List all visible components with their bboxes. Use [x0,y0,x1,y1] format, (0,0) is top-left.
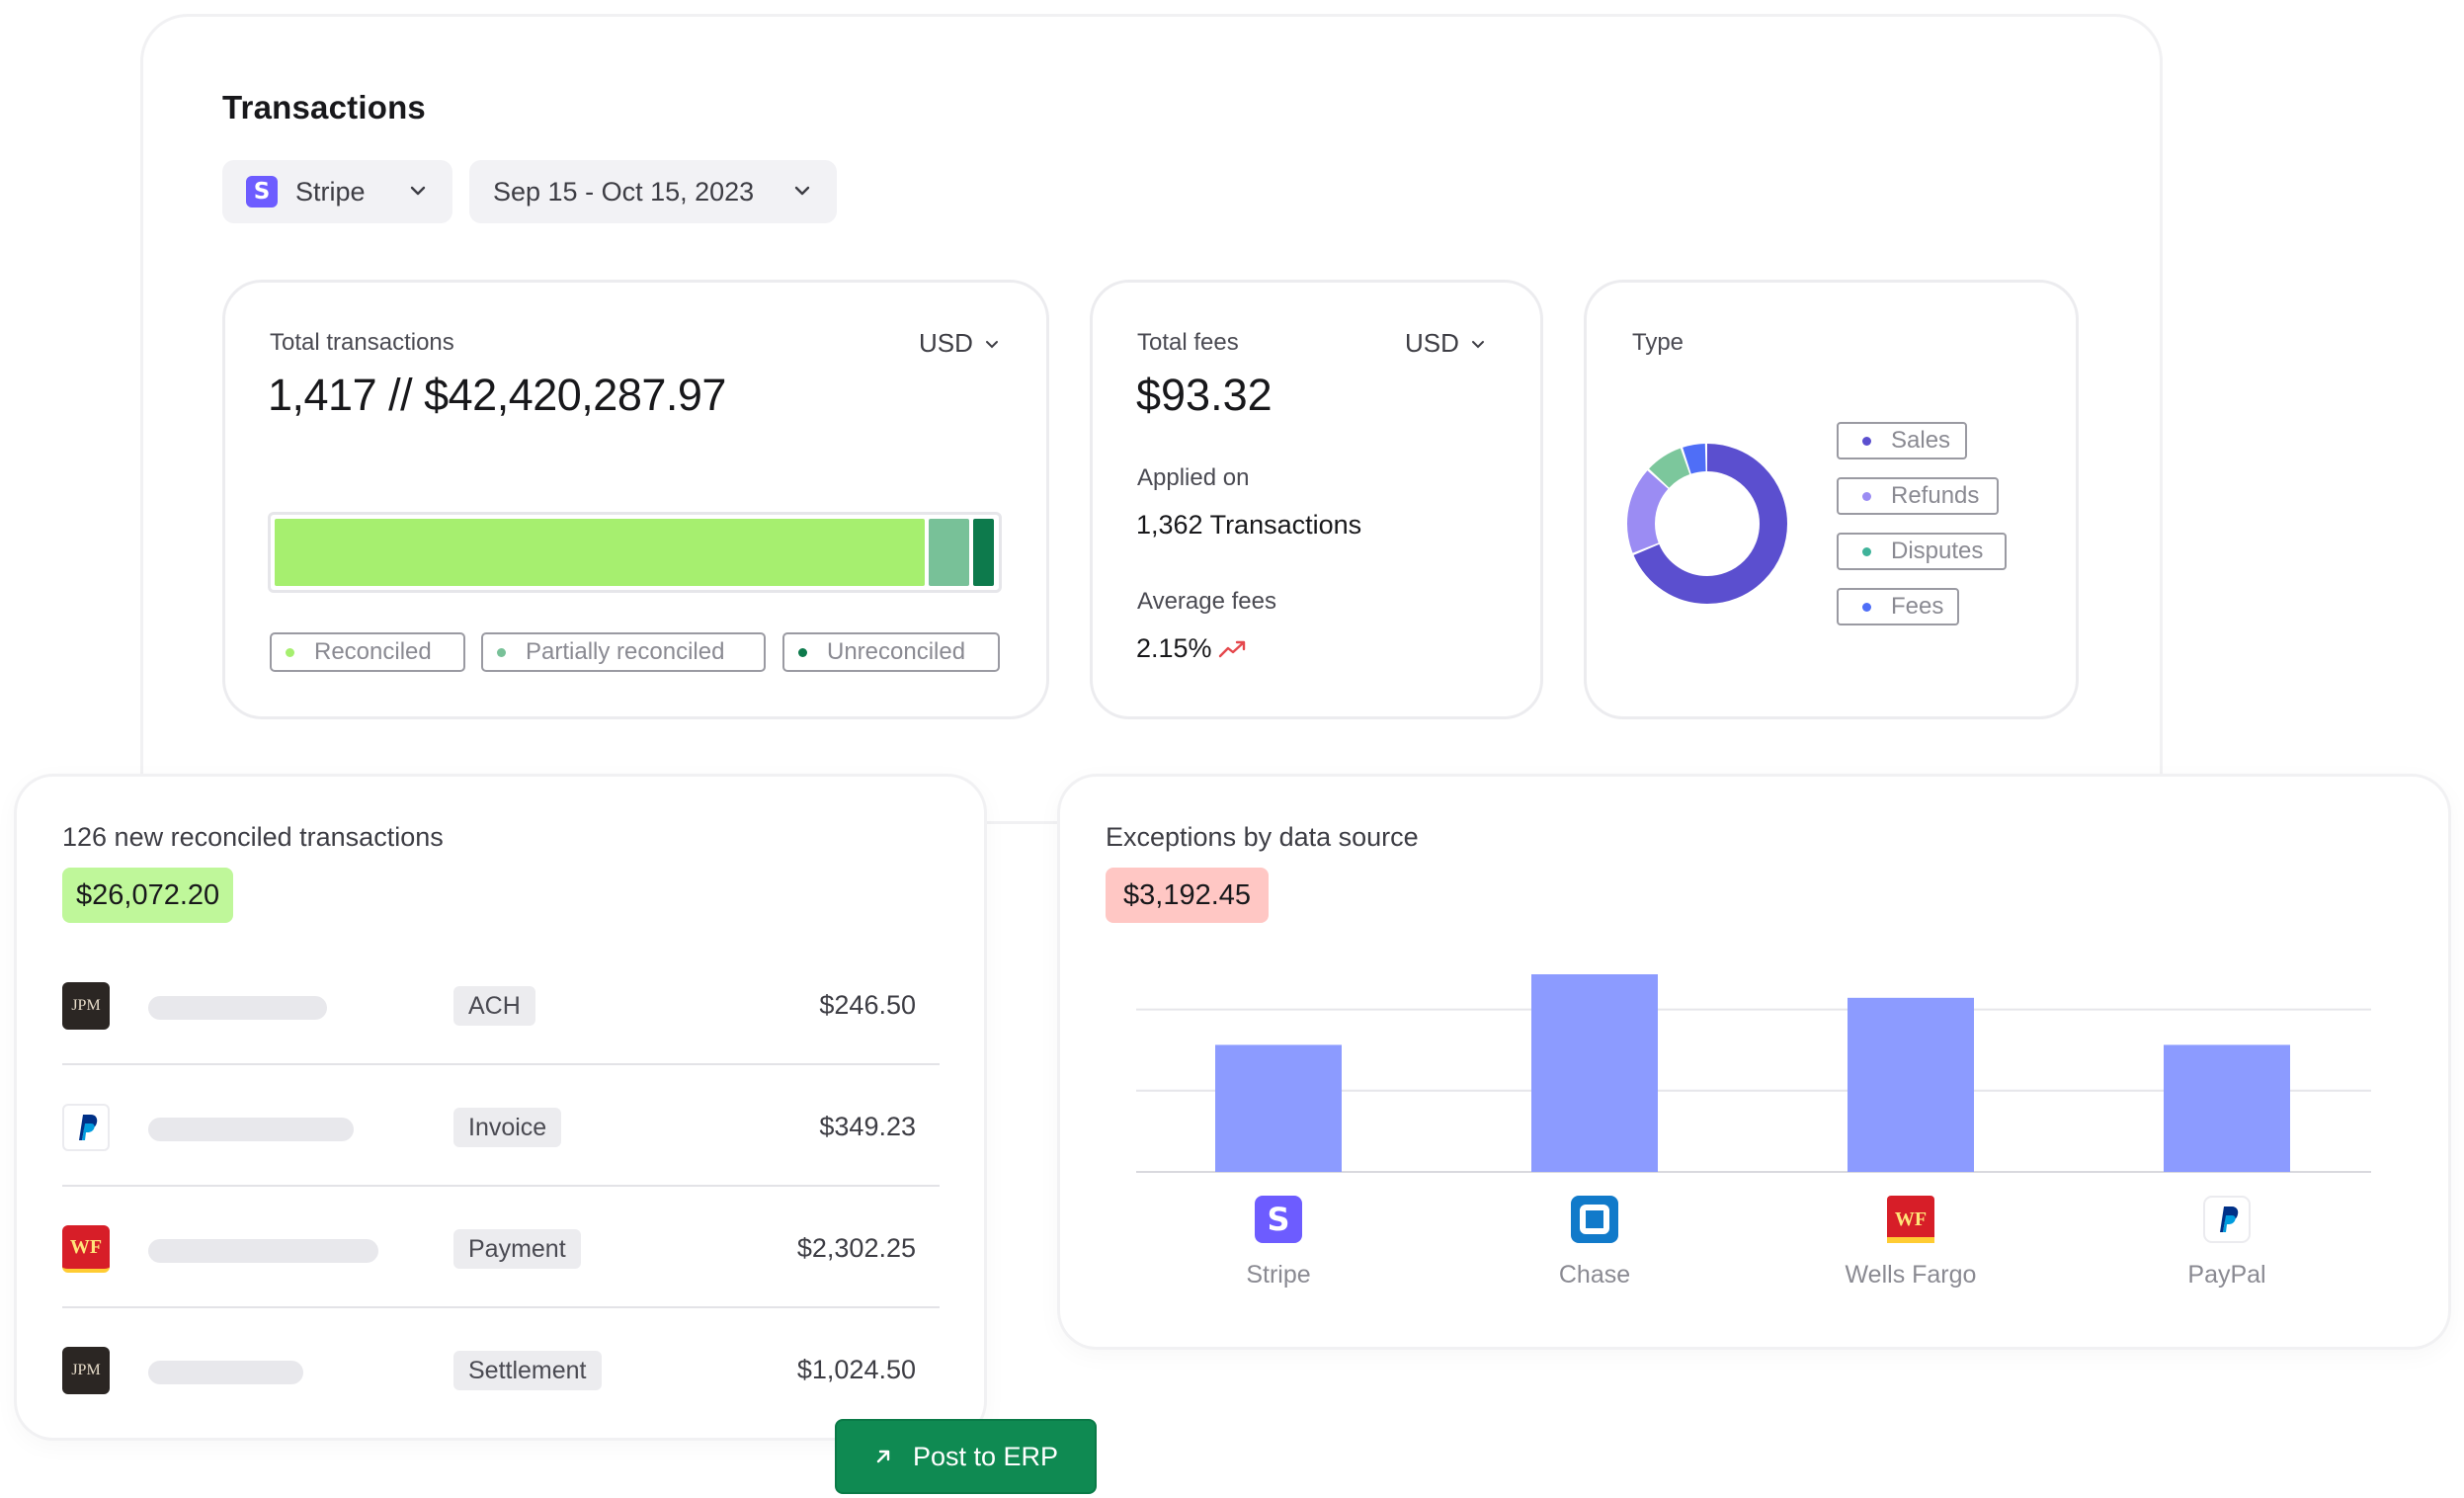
total-fees-card [1090,280,1543,719]
exceptions-amount-badge: $3,192.45 [1106,868,1270,923]
total-fees-value: $93.32 [1136,370,1273,420]
total-transactions-card [222,280,1049,719]
transaction-amount: $349.23 [819,1112,916,1141]
transaction-type-tag: Invoice [453,1108,562,1147]
description-placeholder [148,996,327,1020]
total-transactions-value: 1,417 // $42,420,287.97 [268,370,726,420]
legend-dot [1862,602,1871,612]
type-legend-refunds[interactable]: Refunds [1837,477,1999,515]
reconciled-title: 126 new reconciled transactions [62,822,444,852]
stripe-logo-icon: S [246,176,278,208]
bar-chase [1531,974,1658,1172]
exceptions-bar-chart: S Stripe Chase WF Wells Fargo PayPal [1136,974,2371,1289]
average-fees-label: Average fees [1137,588,1276,615]
type-legend-disputes[interactable]: Disputes [1837,533,2007,570]
legend-label: Disputes [1891,538,1984,564]
chevron-down-icon [410,186,426,196]
legend-dot [1862,436,1871,446]
legend-dot [497,647,506,657]
currency-label: USD [1405,328,1459,358]
fees-currency-dropdown[interactable]: USD [1405,328,1485,359]
chevron-down-icon [794,186,810,196]
transaction-amount: $246.50 [819,990,916,1020]
date-range-label: Sep 15 - Oct 15, 2023 [493,176,755,207]
currency-label: USD [919,328,973,358]
donut-slice-sales [1627,444,1787,604]
applied-on-value: 1,362 Transactions [1136,510,1362,540]
transaction-type-tag: Payment [453,1229,581,1269]
row-divider [62,1306,940,1308]
transaction-amount: $2,302.25 [796,1233,916,1263]
reconciliation-bar [268,512,1002,593]
reconciled-segment [275,519,925,586]
bar-wells-fargo [1848,997,1974,1172]
paypal-logo-icon [62,1104,110,1151]
row-divider [62,1185,940,1187]
unreconciled-segment [972,519,994,586]
date-range-dropdown[interactable]: Sep 15 - Oct 15, 2023 [469,160,837,223]
type-card [1584,280,2079,719]
svg-text:S: S [1267,1201,1289,1238]
source-filter-label: Stripe [295,176,366,207]
post-to-erp-button[interactable]: Post to ERP [835,1419,1097,1494]
applied-on-label: Applied on [1137,464,1250,491]
average-fees-value: 2.15% [1136,633,1248,664]
donut-slice-refunds [1627,444,1787,604]
legend-label: Refunds [1891,482,1980,509]
partially-reconciled-segment [928,519,969,586]
x-tick-label: Wells Fargo [1846,1261,1977,1289]
legend-dot [1862,546,1871,556]
legend-label: Fees [1891,593,1944,620]
x-tick-label: Chase [1559,1261,1630,1289]
bar-paypal [2164,1044,2290,1172]
legend-label: Partially reconciled [526,638,725,665]
arrow-up-right-icon [876,1450,890,1463]
transaction-amount: $1,024.50 [796,1355,916,1384]
legend-partially-reconciled[interactable]: Partially reconciled [481,632,766,672]
chevron-down-icon [1471,340,1484,348]
wf-logo-icon: WF [1887,1196,1934,1243]
paypal-logo-icon [2203,1196,2251,1243]
total-fees-label: Total fees [1137,329,1239,356]
total-transactions-label: Total transactions [270,329,454,356]
legend-dot [286,647,294,657]
legend-dot [798,647,807,657]
description-placeholder [148,1361,303,1384]
description-placeholder [148,1239,378,1263]
exceptions-title: Exceptions by data source [1106,822,1419,852]
legend-label: Reconciled [314,638,432,665]
total-currency-dropdown[interactable]: USD [919,328,999,359]
trend-up-icon [1218,640,1245,657]
svg-text:WF: WF [1895,1208,1927,1230]
chase-logo-icon [1571,1196,1618,1243]
legend-unreconciled[interactable]: Unreconciled [782,632,1000,672]
transaction-type-tag: Settlement [453,1351,602,1390]
legend-label: Sales [1891,427,1951,454]
legend-label: Unreconciled [827,638,966,665]
description-placeholder [148,1118,354,1141]
row-divider [62,1063,940,1065]
jpm-logo-icon: JPM [62,1347,110,1394]
legend-dot [1862,491,1871,501]
source-filter-dropdown[interactable]: S Stripe [222,160,452,223]
post-to-erp-label: Post to ERP [912,1441,1059,1471]
jpm-logo-icon: JPM [62,982,110,1030]
reconciled-amount-badge: $26,072.20 [62,868,234,923]
wells-fargo-logo-icon: WF [62,1225,110,1273]
stripe-logo-icon: S [1255,1196,1302,1243]
bar-stripe [1215,1044,1342,1172]
type-legend-sales[interactable]: Sales [1837,422,1967,459]
chevron-down-icon [985,340,998,348]
type-label: Type [1632,329,1684,356]
type-donut-chart [1627,444,1787,604]
average-fees-text: 2.15% [1136,633,1212,663]
legend-reconciled[interactable]: Reconciled [270,632,465,672]
page-title: Transactions [222,89,426,125]
x-tick-label: Stripe [1246,1261,1310,1289]
type-legend-fees[interactable]: Fees [1837,588,1959,625]
transaction-type-tag: ACH [453,986,535,1026]
x-tick-label: PayPal [2187,1261,2265,1289]
